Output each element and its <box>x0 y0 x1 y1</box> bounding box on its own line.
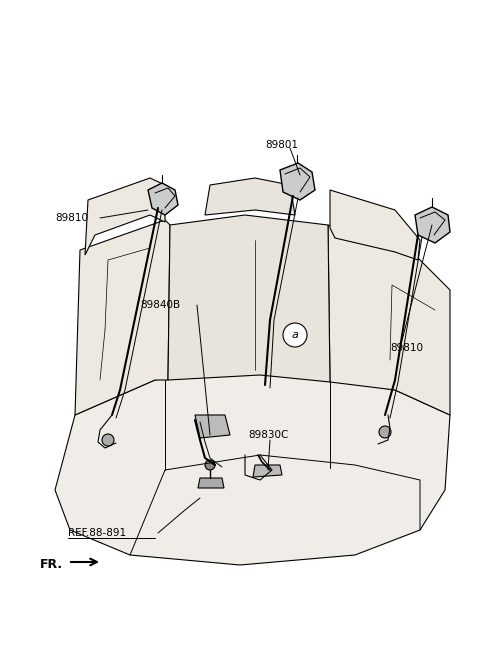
Polygon shape <box>280 163 315 200</box>
Polygon shape <box>198 478 224 488</box>
Polygon shape <box>195 415 230 438</box>
Polygon shape <box>253 465 282 477</box>
Polygon shape <box>415 207 450 243</box>
Polygon shape <box>328 225 450 415</box>
Text: 89810: 89810 <box>55 213 88 223</box>
Polygon shape <box>205 178 295 215</box>
Text: REF.88-891: REF.88-891 <box>68 528 126 538</box>
Circle shape <box>205 460 215 470</box>
Circle shape <box>102 434 114 446</box>
Circle shape <box>379 426 391 438</box>
Polygon shape <box>85 178 165 255</box>
Text: a: a <box>291 330 299 340</box>
Polygon shape <box>330 190 420 260</box>
Circle shape <box>283 323 307 347</box>
Text: 89810: 89810 <box>390 343 423 353</box>
Text: 89830C: 89830C <box>248 430 288 440</box>
Text: 89840B: 89840B <box>140 300 180 310</box>
Polygon shape <box>148 183 178 215</box>
Polygon shape <box>168 215 330 382</box>
Text: 89801: 89801 <box>265 140 298 150</box>
Text: FR.: FR. <box>40 559 63 572</box>
Polygon shape <box>55 370 450 565</box>
Polygon shape <box>75 220 170 415</box>
